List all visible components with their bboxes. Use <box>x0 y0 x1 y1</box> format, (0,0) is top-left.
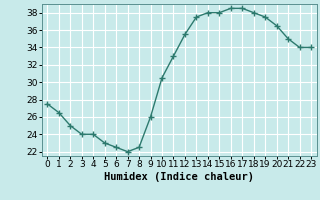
X-axis label: Humidex (Indice chaleur): Humidex (Indice chaleur) <box>104 172 254 182</box>
